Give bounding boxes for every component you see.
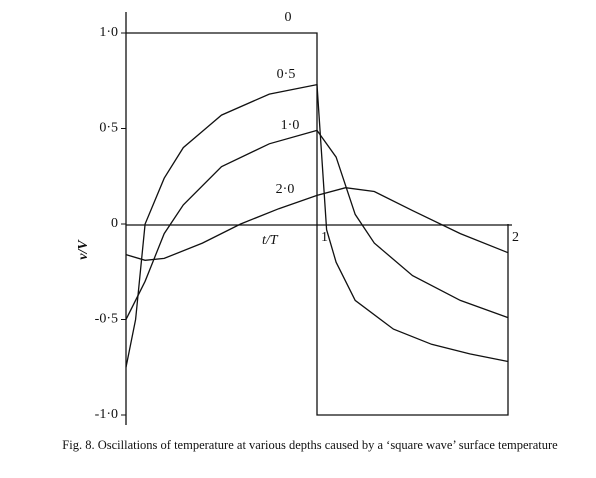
x-tick-label: 2 — [512, 230, 519, 245]
y-tick-label: 1·0 — [99, 25, 118, 40]
curve-label: 0·5 — [277, 67, 296, 82]
caption: Fig. 8. Oscillations of temperature at v… — [62, 438, 558, 452]
y-tick-label: 0·5 — [99, 121, 118, 136]
y-axis-label: v/V — [76, 239, 91, 260]
curve-label: 2·0 — [276, 182, 295, 197]
x-axis-label: t/T — [262, 233, 279, 248]
curve — [125, 83, 509, 368]
curve — [125, 187, 509, 261]
curve — [126, 32, 509, 416]
y-tick-label: -0·5 — [95, 312, 118, 327]
curve — [125, 129, 509, 320]
y-tick-label: 0 — [111, 216, 118, 231]
y-tick-label: -1·0 — [95, 407, 118, 422]
curve-label: 0 — [285, 10, 292, 25]
chart: t/T v/V 1·0 0·5 0 -0·5 -1·0 1 2 0 0·5 1·0 2·0 — [76, 10, 519, 425]
x-tick-label: 1 — [321, 230, 328, 245]
curve-label: 1·0 — [281, 118, 300, 133]
